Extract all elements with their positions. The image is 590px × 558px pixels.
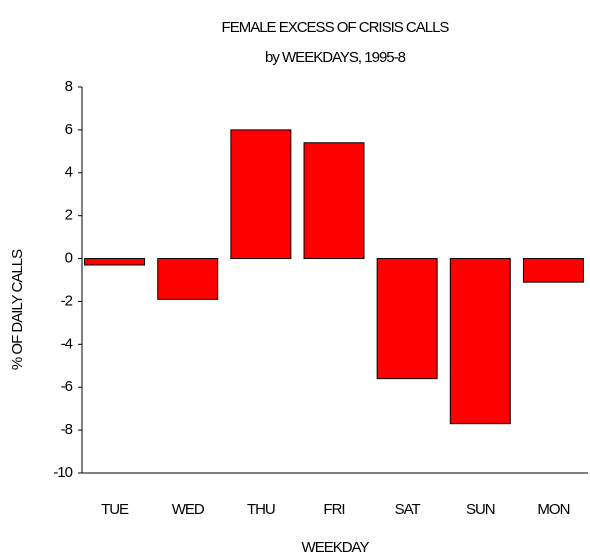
- bar: [449, 258, 511, 425]
- x-tick-label: TUE: [101, 501, 129, 518]
- bar: [376, 258, 438, 380]
- x-tick-label: MON: [537, 501, 569, 518]
- bar: [230, 129, 292, 260]
- y-tick-label: -8: [61, 421, 73, 438]
- x-tick-label: SAT: [395, 501, 421, 518]
- x-tick-label: FRI: [323, 501, 344, 518]
- bar: [303, 142, 365, 260]
- y-axis-label: % OF DAILY CALLS: [9, 249, 26, 370]
- chart-title: FEMALE EXCESS OF CRISIS CALLS: [222, 19, 450, 36]
- x-axis-label: WEEKDAY: [302, 539, 370, 556]
- bar: [522, 258, 584, 283]
- x-tick-label: THU: [247, 501, 275, 518]
- bar: [157, 258, 219, 300]
- y-tick-label: 8: [65, 78, 73, 95]
- y-tick-label: 6: [65, 121, 73, 138]
- y-tick-label: -2: [61, 292, 73, 309]
- y-tick-label: 4: [65, 164, 73, 181]
- x-tick-label: WED: [172, 501, 205, 518]
- x-tick-label: SUN: [466, 501, 495, 518]
- y-tick-label: 0: [65, 250, 73, 267]
- bar: [84, 258, 146, 266]
- y-tick-label: -10: [53, 464, 72, 481]
- y-tick-label: -4: [61, 335, 73, 352]
- y-tick-label: -6: [61, 378, 73, 395]
- y-tick-label: 2: [65, 207, 73, 224]
- chart-subtitle: by WEEKDAYS, 1995-8: [265, 49, 406, 66]
